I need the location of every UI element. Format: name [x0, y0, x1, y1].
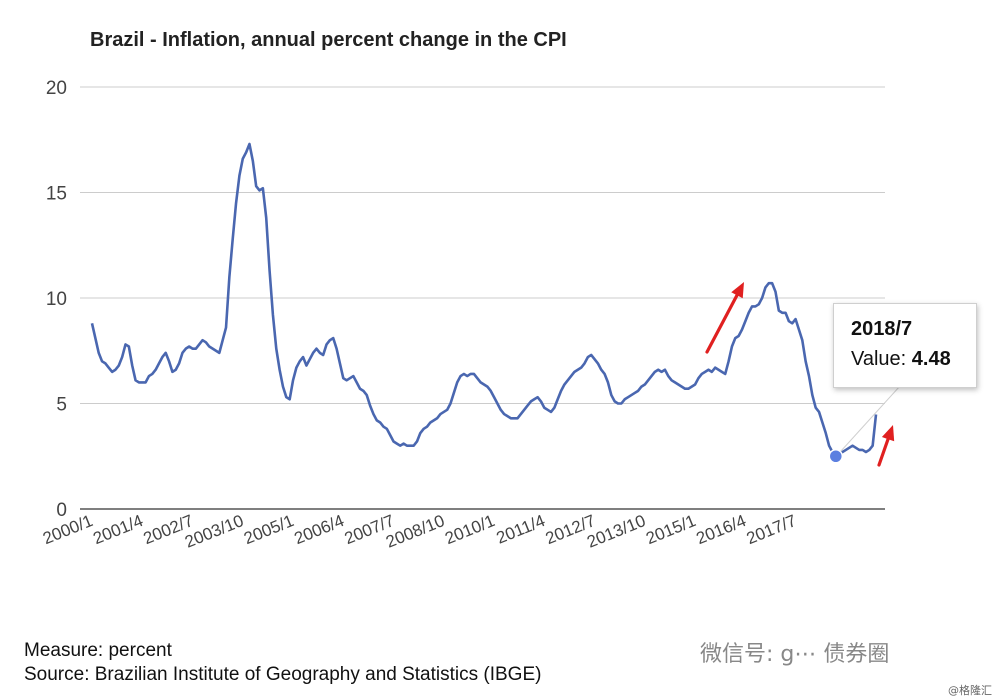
y-tick-label: 15	[46, 184, 67, 205]
tooltip-title: 2018/7	[851, 318, 913, 340]
x-tick-label: 2003/10	[182, 511, 246, 552]
x-tick-label: 2011/4	[494, 511, 548, 548]
y-axis-ticks: 0 5 10 15 20	[46, 78, 67, 521]
tooltip-value: 4.48	[911, 348, 951, 370]
y-tick-label: 10	[46, 289, 67, 310]
y-tick-label: 5	[56, 395, 67, 416]
tooltip-label: Value:	[851, 348, 907, 370]
x-tick-label: 2017/7	[744, 511, 799, 548]
chart-title: Brazil - Inflation, annual percent chang…	[90, 29, 567, 51]
series-line	[90, 142, 878, 458]
footer-source: Source: Brazilian Institute of Geography…	[24, 664, 542, 685]
x-tick-label: 2005/1	[241, 511, 296, 548]
y-tick-label: 20	[46, 78, 67, 99]
x-tick-label: 2013/10	[584, 511, 648, 552]
tooltip-pointer	[840, 385, 901, 452]
highlight-point[interactable]	[828, 449, 844, 464]
annotation-arrows	[705, 282, 895, 467]
x-tick-label: 2015/1	[643, 511, 698, 548]
watermark-wechat: 微信号: g⋯ 债券圈	[700, 642, 890, 667]
x-axis-ticks: 2000/12001/42002/72003/102005/12006/4200…	[40, 511, 799, 552]
series-group	[90, 142, 901, 464]
footer-measure: Measure: percent	[24, 640, 172, 661]
grid-lines	[80, 86, 885, 510]
x-tick-label: 2010/1	[442, 511, 497, 548]
tooltip-value-line: Value: 4.48	[851, 348, 951, 371]
y-tick-label: 0	[56, 500, 67, 521]
x-tick-label: 2016/4	[694, 511, 749, 548]
x-tick-label: 2001/4	[90, 511, 145, 548]
x-tick-label: 2008/10	[383, 511, 447, 552]
arrow-annotation-2018	[877, 425, 895, 467]
x-tick-label: 2000/1	[40, 511, 95, 548]
tooltip: 2018/7 Value: 4.48	[833, 303, 977, 388]
watermark-corner: @格隆汇	[948, 684, 992, 697]
x-tick-label: 2006/4	[291, 511, 346, 548]
arrow-annotation-2015	[705, 282, 744, 354]
